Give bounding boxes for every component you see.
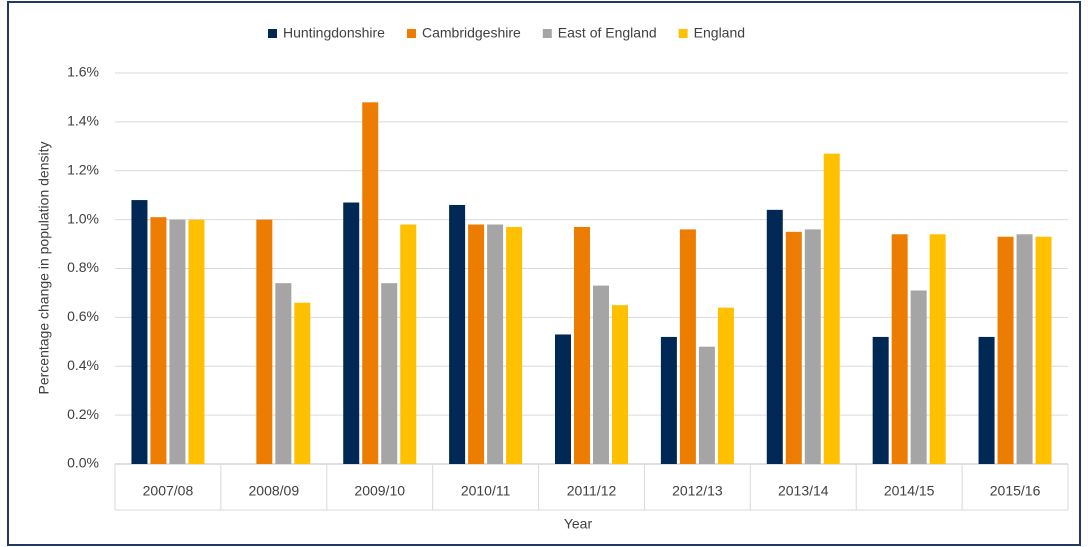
bar <box>593 285 609 464</box>
x-tick-label: 2010/11 <box>461 483 511 499</box>
bar <box>362 102 379 464</box>
x-tick-label: 2009/10 <box>354 483 405 499</box>
legend-label: England <box>694 25 745 41</box>
bar <box>872 336 889 464</box>
bar <box>449 204 466 464</box>
x-axis-label: Year <box>564 516 593 532</box>
legend-swatch <box>268 29 277 38</box>
y-tick-label: 1.0% <box>67 210 99 226</box>
x-tick-label: 2014/15 <box>884 483 935 499</box>
bar <box>343 202 360 465</box>
bar <box>256 219 273 464</box>
y-axis-label: Percentage change in population density <box>36 142 52 395</box>
bar <box>506 226 523 464</box>
bar <box>891 234 908 464</box>
x-tick-label: 2012/13 <box>672 483 723 499</box>
y-tick-label: 0.8% <box>67 259 99 275</box>
bar <box>574 226 590 464</box>
bar <box>188 219 205 464</box>
bar <box>978 336 995 464</box>
bar <box>910 290 927 464</box>
y-tick-label: 1.4% <box>67 113 99 129</box>
legend-swatch <box>678 29 688 38</box>
bar <box>679 229 696 464</box>
bar <box>169 219 186 464</box>
bar <box>660 336 677 464</box>
bar <box>294 302 311 464</box>
legend-swatch <box>542 29 552 38</box>
x-tick-label: 2015/16 <box>990 483 1041 499</box>
bar <box>468 224 485 464</box>
x-tick-label: 2013/14 <box>778 483 829 499</box>
bar <box>275 283 292 464</box>
bar <box>1016 234 1033 464</box>
bar <box>381 283 398 464</box>
bar <box>400 224 417 464</box>
y-tick-label: 0.2% <box>67 406 99 422</box>
legend-label: East of England <box>558 25 657 41</box>
bar <box>555 334 571 464</box>
bar <box>823 153 840 465</box>
x-tick-label: 2011/12 <box>567 483 617 499</box>
bar <box>717 307 734 464</box>
x-tick-label: 2008/09 <box>249 483 300 499</box>
y-tick-label: 1.2% <box>67 161 99 177</box>
bar <box>131 200 148 464</box>
y-tick-label: 0.4% <box>67 357 99 373</box>
legend-label: Cambridgeshire <box>422 25 521 41</box>
x-tick-label: 2007/08 <box>143 483 194 499</box>
bar <box>150 217 167 464</box>
y-tick-label: 0.0% <box>67 455 99 471</box>
bar <box>487 224 504 464</box>
bar <box>698 346 715 464</box>
y-tick-label: 1.6% <box>67 64 99 80</box>
legend-label: Huntingdonshire <box>283 25 385 41</box>
legend-swatch <box>406 29 416 38</box>
bar <box>785 231 802 464</box>
bar <box>612 305 628 464</box>
y-tick-label: 0.6% <box>67 308 99 324</box>
bar <box>997 236 1014 464</box>
bar <box>804 229 821 464</box>
bar <box>929 234 946 464</box>
bar <box>1035 236 1052 464</box>
bar <box>766 209 783 464</box>
